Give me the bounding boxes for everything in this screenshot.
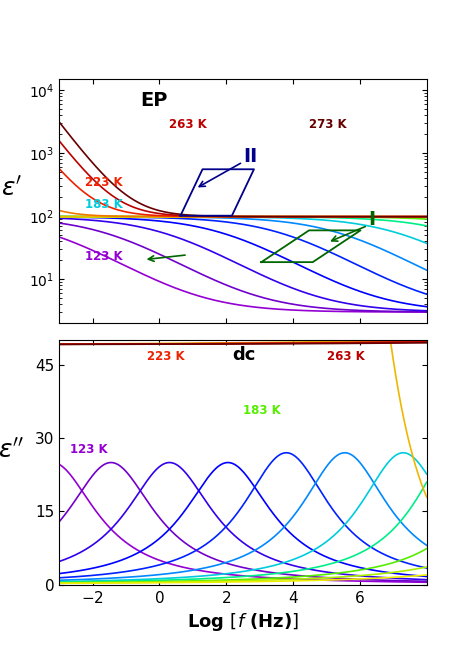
Text: I: I [368,210,375,229]
Text: 223 K: 223 K [147,350,185,363]
Text: 183 K: 183 K [243,403,281,417]
X-axis label: Log $[f$ (Hz)$]$: Log $[f$ (Hz)$]$ [187,611,299,633]
Y-axis label: $\varepsilon'$: $\varepsilon'$ [1,177,22,201]
Text: EP: EP [140,91,167,110]
Text: 263 K: 263 K [169,118,207,131]
Y-axis label: $\varepsilon''$: $\varepsilon''$ [0,438,25,463]
Text: dc: dc [232,346,255,364]
Text: 273 K: 273 K [309,118,346,131]
Text: 223 K: 223 K [85,176,123,189]
Text: 183 K: 183 K [85,198,123,212]
Text: 123 K: 123 K [85,250,123,263]
Text: 263 K: 263 K [328,350,365,363]
Text: 123 K: 123 K [70,443,108,456]
Text: II: II [243,147,257,166]
